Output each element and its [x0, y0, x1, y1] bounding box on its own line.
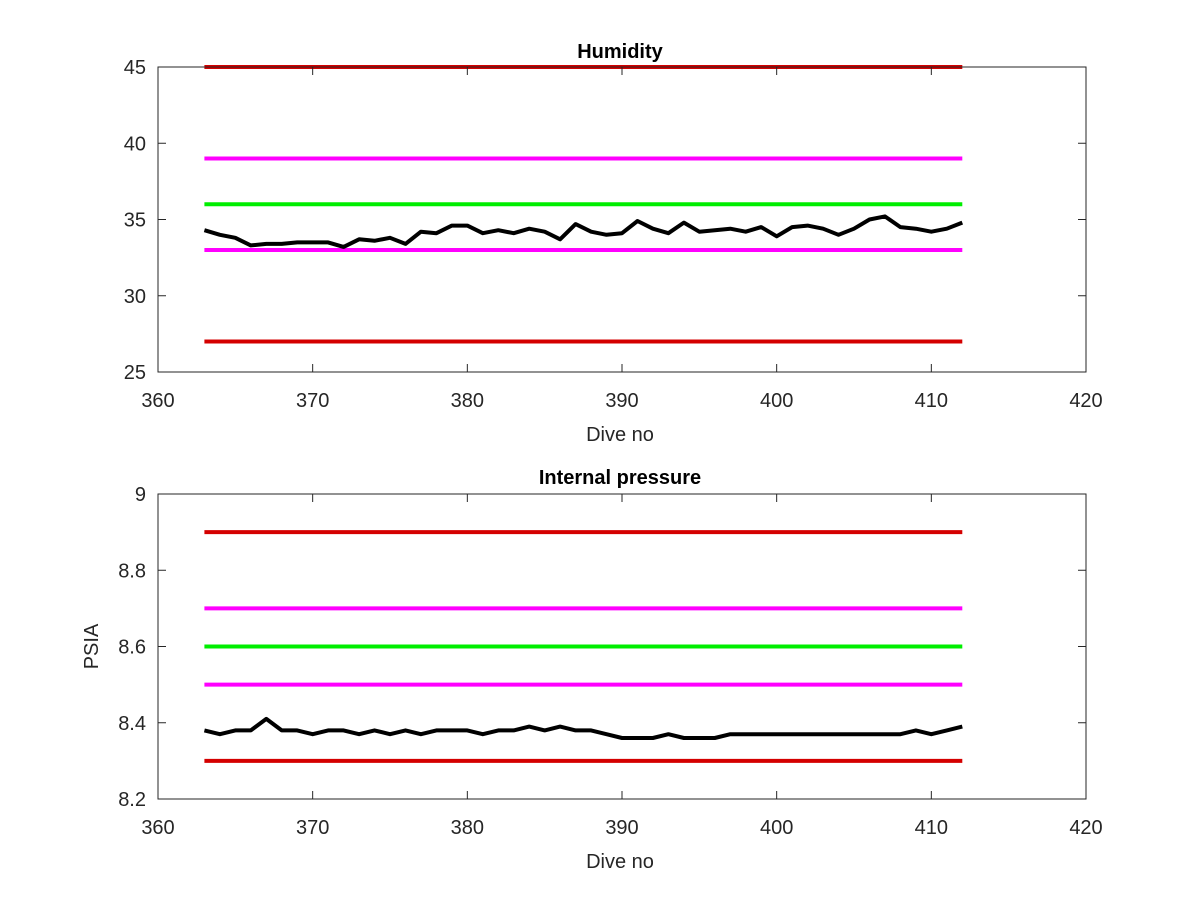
humidity-x-axis-label: Dive no	[586, 424, 654, 446]
internal-pressure-y-tick-label: 8.4	[118, 713, 146, 735]
internal-pressure-y-tick-label: 8.2	[118, 789, 146, 811]
internal-pressure-y-tick-label: 8.6	[118, 637, 146, 659]
internal-pressure-y-axis-label: PSIA	[81, 623, 103, 669]
humidity-plot-area: 360 370 380 390 400 410 420 25 30 35 40 45	[124, 57, 1103, 412]
humidity-x-tick-label: 370	[296, 390, 329, 412]
humidity-x-tick-label: 420	[1069, 390, 1102, 412]
humidity-chart-title: Humidity	[577, 41, 663, 63]
humidity-y-tick-label: 40	[124, 133, 146, 155]
internal-pressure-panel: Internal pressure Dive no PSIA 360 370 380…	[81, 467, 1103, 873]
internal-pressure-x-axis-label: Dive no	[586, 851, 654, 873]
humidity-panel: Humidity Dive no 360 370 380 390 400 410 420 25…	[124, 41, 1103, 446]
humidity-y-tick-label: 30	[124, 286, 146, 308]
humidity-x-tick-label: 380	[451, 390, 484, 412]
internal-pressure-x-tick-label: 420	[1069, 817, 1102, 839]
internal-pressure-plot-area: 360 370 380 390 400 410 420 8.2 8.4 8.6 8.8 9	[118, 484, 1103, 839]
internal-pressure-chart-title: Internal pressure	[539, 467, 701, 489]
humidity-y-tick-label: 35	[124, 210, 146, 232]
humidity-y-tick-label: 45	[124, 57, 146, 79]
internal-pressure-series-line-5	[203, 716, 963, 740]
internal-pressure-y-tick-label: 8.8	[118, 560, 146, 582]
humidity-x-tick-label: 400	[760, 390, 793, 412]
internal-pressure-x-tick-label: 360	[141, 817, 174, 839]
humidity-x-tick-label: 360	[141, 390, 174, 412]
humidity-y-tick-label: 25	[124, 362, 146, 384]
internal-pressure-y-tick-label: 9	[135, 484, 146, 506]
internal-pressure-x-tick-label: 410	[915, 817, 948, 839]
internal-pressure-x-tick-label: 400	[760, 817, 793, 839]
humidity-x-tick-label: 390	[605, 390, 638, 412]
internal-pressure-x-tick-label: 390	[605, 817, 638, 839]
humidity-series-line-5	[203, 214, 964, 249]
internal-pressure-x-tick-label: 380	[451, 817, 484, 839]
internal-pressure-x-tick-label: 370	[296, 817, 329, 839]
humidity-x-tick-label: 410	[915, 390, 948, 412]
